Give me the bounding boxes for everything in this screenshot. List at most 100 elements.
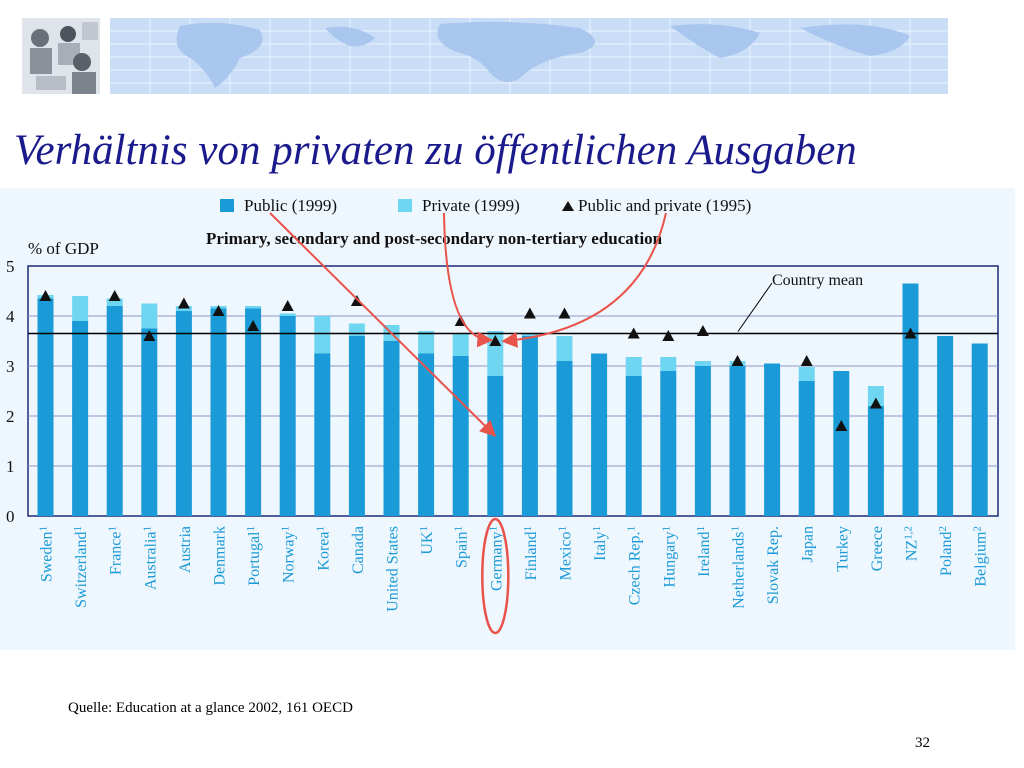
x-tick-superscript: 2 (937, 526, 949, 532)
bar-public (867, 406, 884, 516)
bar-private (279, 313, 296, 316)
bar-private (314, 316, 331, 354)
x-tick-label: Finland1 (522, 526, 540, 580)
x-tick-superscript: 1 (487, 526, 499, 532)
x-tick-label: Switzerland1 (72, 526, 90, 608)
x-tick-superscript: 1 (314, 526, 326, 532)
x-tick-label: Netherlands1 (730, 526, 748, 609)
x-tick-label: Poland2 (937, 526, 955, 576)
chart-title: Primary, secondary and post-secondary no… (206, 229, 663, 248)
bar-private (245, 306, 262, 309)
bar-private (694, 361, 711, 366)
bar-private (452, 333, 469, 356)
bar-public (729, 366, 746, 516)
bar-public (141, 328, 158, 516)
bar-private (141, 303, 158, 329)
bar-public (660, 371, 677, 516)
bar-public (521, 336, 538, 516)
source-citation: Quelle: Education at a glance 2002, 161 … (68, 700, 353, 716)
marker-1995 (800, 355, 813, 366)
x-tick-label: Ireland1 (695, 526, 713, 577)
germany-highlight (481, 517, 510, 635)
bar-public (418, 353, 435, 516)
country-mean-label: Country mean (772, 272, 863, 289)
x-tick-label: Turkey (834, 526, 851, 572)
marker-1995 (696, 325, 709, 336)
bar-public (314, 353, 331, 516)
page-number: 32 (915, 735, 930, 751)
bar-public (937, 336, 954, 516)
marker-1995 (177, 297, 190, 309)
legend-label: Public (1999) (244, 196, 337, 215)
x-tick-superscript: 1 (695, 526, 707, 532)
bar-public (210, 308, 227, 516)
arrow-private-to-germany (443, 212, 494, 348)
x-tick-superscript: 1,2 (903, 526, 915, 540)
country-mean-pointer (737, 282, 773, 332)
marker-1995 (835, 420, 848, 431)
bar-chart: Public (1999) Private (1999) Public and pr… (6, 196, 999, 635)
x-tick-label: NZ1,2 (903, 526, 921, 561)
bar-public (487, 376, 504, 516)
bar-public (764, 363, 781, 516)
x-tick-superscript: 2 (972, 526, 984, 532)
world-map-banner (110, 18, 948, 94)
y-tick-label: 0 (6, 507, 15, 526)
marker-1995 (904, 327, 917, 339)
marker-1995 (523, 307, 536, 319)
x-tick-superscript: 1 (280, 526, 292, 532)
x-tick-label: Australia1 (141, 526, 159, 590)
bar-public (625, 376, 642, 516)
header-photo (22, 18, 100, 94)
x-tick-superscript: 1 (626, 526, 638, 532)
x-tick-label: Norway1 (280, 526, 298, 583)
x-tick-label: Mexico1 (557, 526, 575, 580)
y-tick-label: 5 (6, 257, 15, 276)
plot-frame (27, 265, 999, 517)
x-tick-superscript: 1 (38, 526, 50, 532)
y-tick-label: 2 (6, 407, 15, 426)
x-tick-superscript: 1 (591, 526, 603, 532)
legend-marker (562, 201, 574, 211)
x-tick-superscript: 1 (72, 526, 84, 532)
bar-private (556, 336, 573, 361)
bar-private (106, 298, 123, 306)
x-tick-label: Czech Rep.1 (626, 526, 644, 605)
x-tick-superscript: 1 (245, 526, 257, 532)
bar-public (383, 341, 400, 516)
x-tick-label: Japan (800, 526, 817, 562)
x-tick-label: Slovak Rep. (765, 526, 782, 604)
marker-1995 (281, 300, 294, 311)
x-tick-label: Greece (869, 526, 886, 571)
x-tick-superscript: 1 (418, 526, 430, 532)
bar-public (798, 381, 815, 516)
bar-public (452, 356, 469, 516)
bar-public (175, 311, 192, 516)
x-tick-label: Spain1 (453, 526, 471, 568)
x-tick-superscript: 1 (730, 526, 742, 532)
bar-private (418, 331, 435, 354)
slide-title: Verhältnis von privaten zu öffentlichen … (14, 127, 857, 174)
bar-public (37, 298, 54, 516)
arrow-1995-to-germany (501, 212, 667, 348)
header-banner (22, 18, 948, 96)
bar-private (72, 296, 89, 321)
x-tick-label: Sweden1 (38, 526, 56, 582)
x-tick-label: Hungary1 (660, 526, 678, 587)
x-tick-label: Canada (350, 526, 367, 574)
arrow-public-to-germany (269, 212, 497, 437)
x-tick-label: Portugal1 (245, 526, 263, 586)
bar-private (521, 333, 538, 336)
bar-private (867, 386, 884, 406)
marker-1995 (108, 290, 121, 301)
marker-1995 (662, 330, 675, 341)
marker-1995 (627, 327, 640, 339)
x-tick-superscript: 1 (453, 526, 465, 532)
x-tick-label: Austria (177, 526, 194, 573)
marker-1995 (869, 397, 882, 409)
bar-public (971, 343, 988, 516)
y-axis-title: % of GDP (28, 239, 99, 258)
x-tick-superscript: 1 (522, 526, 534, 532)
bar-public (902, 283, 919, 516)
x-tick-superscript: 1 (107, 526, 119, 532)
